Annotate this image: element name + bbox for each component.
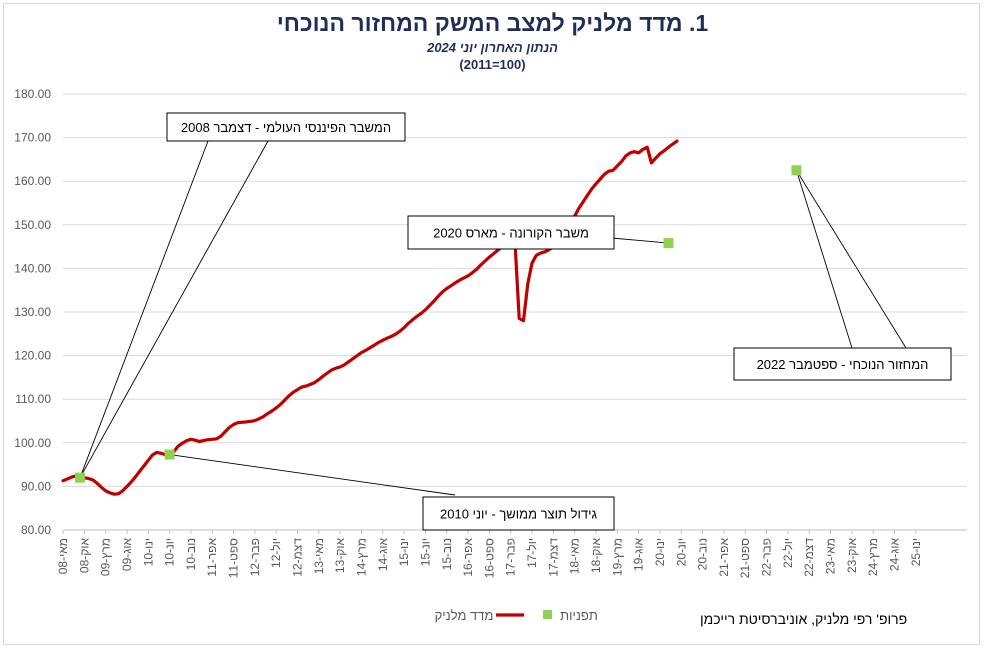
y-tick-label: 160.00: [14, 174, 51, 188]
legend-label: מדד מלניק: [435, 608, 494, 623]
series-line-melnick-index: [61, 139, 679, 496]
y-tick-label: 140.00: [14, 261, 51, 275]
x-tick-label: מאי-18: [568, 538, 582, 574]
x-tick-label: מרץ-09: [99, 538, 113, 576]
annotation-leader-line: [795, 170, 853, 349]
y-tick-label: 80.00: [21, 523, 51, 537]
annotation-box: [733, 347, 952, 381]
x-tick-label: פבר-22: [760, 538, 774, 576]
annotation-text: גידול תוצר ממושך - יוני 2010: [440, 507, 597, 522]
x-tick-label: אפר-11: [205, 538, 219, 577]
x-tick-label: אוג-24: [887, 538, 901, 572]
y-tick-label: 90.00: [21, 479, 51, 493]
x-tick-label: מרץ-24: [866, 538, 880, 576]
x-tick-label: אוק-13: [333, 538, 347, 574]
y-tick-label: 110.00: [15, 392, 51, 406]
x-tick-label: ספט-16: [482, 538, 496, 578]
y-tick-label: 100.00: [14, 436, 51, 450]
x-tick-label: ינו-10: [141, 538, 155, 566]
annotation-leader-line: [79, 140, 209, 478]
x-tick-label: דצמ-12: [291, 538, 305, 577]
turning-point-marker: [164, 449, 175, 460]
annotation-leader-line: [79, 140, 269, 478]
chart-base-note: (100=2011): [459, 57, 526, 72]
x-tick-label: ינו-25: [909, 538, 923, 566]
author-credit: פרופ' רפי מלניק, אוניברסיטת רייכמן: [700, 611, 908, 627]
y-tick-label: 180.00: [14, 87, 51, 101]
x-tick-label: מאי-13: [312, 538, 326, 574]
x-tick-label: ספט-21: [738, 538, 752, 578]
x-tick-label: פבר-17: [504, 538, 518, 576]
x-tick-label: אפר-16: [461, 538, 475, 577]
y-tick-label: 150.00: [14, 218, 51, 232]
legend-label: תפניות: [560, 608, 598, 623]
annotation-box: [407, 215, 615, 250]
x-tick-label: נוב-15: [440, 538, 454, 570]
annotation-text: משבר הקורונה - מארס 2020: [433, 226, 589, 241]
x-tick-label: ינו-20: [653, 538, 667, 566]
x-tick-label: מרץ-19: [610, 538, 624, 576]
annotation-leader-line: [611, 237, 669, 244]
x-tick-label: נוב-10: [184, 538, 198, 570]
annotation-text: המחזור הנוכחי - ספטמבר 2022: [757, 357, 929, 372]
turning-point-marker: [663, 238, 674, 249]
y-tick-label: 130.00: [14, 305, 51, 319]
x-tick-label: יונ-20: [674, 538, 688, 566]
x-tick-label: אוק-23: [845, 538, 859, 574]
turning-point-marker: [791, 165, 802, 176]
turning-point-marker: [75, 472, 86, 483]
x-tick-label: יול-17: [525, 538, 539, 568]
annotation-box: [422, 496, 615, 531]
annotation-leader-line: [169, 454, 456, 496]
chart-subtitle: הנתון האחרון יוני 2024: [427, 40, 558, 55]
y-tick-label: 170.00: [14, 131, 51, 145]
x-tick-label: אפר-21: [717, 538, 731, 577]
x-tick-label: מאי-08: [56, 538, 70, 574]
x-tick-label: מאי-23: [824, 538, 838, 574]
y-tick-label: 120.00: [14, 349, 51, 363]
x-tick-label: יונ-15: [418, 538, 432, 566]
x-tick-label: אוק-08: [77, 538, 91, 574]
x-tick-label: פבר-12: [248, 538, 262, 576]
x-tick-label: ינו-15: [397, 538, 411, 566]
annotation-box: [166, 112, 406, 142]
x-tick-label: מרץ-14: [354, 538, 368, 576]
x-tick-label: אוג-19: [632, 538, 646, 572]
x-tick-label: אוק-18: [589, 538, 603, 574]
x-tick-label: יונ-10: [163, 538, 177, 566]
x-tick-label: דצמ-17: [546, 538, 560, 577]
annotation-text: המשבר הפיננסי העולמי - דצמבר 2008: [181, 120, 391, 135]
x-tick-label: אוג-14: [376, 538, 390, 572]
x-tick-label: יול-22: [781, 538, 795, 568]
x-tick-label: ספט-11: [227, 538, 241, 578]
x-tick-label: אוג-09: [120, 538, 134, 572]
chart-title: 1. מדד מלניק למצב המשק המחזור הנוכחי: [276, 10, 709, 36]
x-tick-label: דצמ-22: [802, 538, 816, 577]
annotation-leader-line: [796, 170, 907, 349]
x-tick-label: יול-12: [269, 538, 283, 568]
x-tick-label: נוב-20: [696, 538, 710, 570]
legend-marker-swatch: [543, 610, 552, 619]
